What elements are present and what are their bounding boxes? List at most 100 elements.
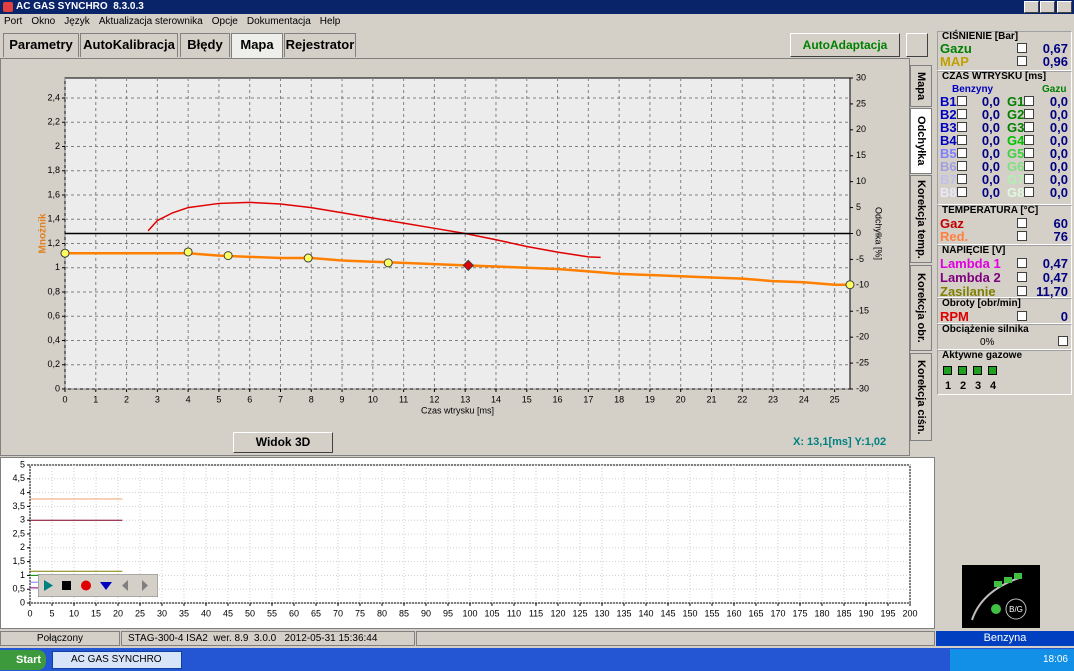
side-tab[interactable]: Korekcja temp. [910, 175, 932, 263]
x-tick-label: 0 [62, 394, 67, 404]
x-tick-label: 45 [223, 608, 233, 618]
taskbar-item[interactable]: AC GAS SYNCHRO [52, 651, 182, 669]
info-button[interactable] [906, 33, 928, 57]
mode-icon-ring [1005, 598, 1027, 620]
checkbox[interactable] [1017, 218, 1027, 228]
controls-frame [38, 574, 158, 597]
mode-icon-bar [1014, 573, 1022, 579]
x-tick-label: 9 [340, 394, 345, 404]
checkbox[interactable] [1058, 336, 1068, 346]
param-value: 60 [1053, 216, 1068, 231]
y2-tick-label: -5 [856, 254, 864, 264]
menu-item[interactable]: Okno [31, 16, 56, 27]
x-tick-label: 30 [157, 608, 167, 618]
y2-tick-label: -10 [856, 280, 869, 290]
y-tick-label: 1,5 [12, 556, 25, 566]
play-button[interactable] [44, 580, 53, 591]
x-tick-label: 140 [638, 608, 653, 618]
y-tick-label: 2,4 [47, 92, 60, 102]
stop-button[interactable] [62, 581, 71, 590]
panel-section [937, 71, 1072, 205]
petrol-value: 0,0 [981, 159, 1000, 174]
param-label: Lambda 2 [940, 270, 1001, 285]
checkbox[interactable] [1024, 187, 1034, 197]
checkbox[interactable] [1017, 43, 1027, 53]
tab[interactable]: Mapa [231, 33, 283, 59]
x-tick-label: 60 [289, 608, 299, 618]
checkbox[interactable] [1024, 122, 1034, 132]
side-tab[interactable]: Odchyłka [910, 108, 932, 174]
menu-item[interactable]: Port [4, 16, 23, 27]
close-button[interactable] [1057, 1, 1072, 13]
checkbox[interactable] [1024, 109, 1034, 119]
x-tick-label: 180 [814, 608, 829, 618]
map-point [383, 258, 393, 268]
checkbox[interactable] [1024, 148, 1034, 158]
mode-icon-bar [1004, 577, 1012, 583]
right-button[interactable] [142, 580, 148, 591]
section-title: Obciążenie silnika [942, 324, 1029, 335]
menu-item[interactable]: Aktualizacja sterownika [98, 16, 203, 27]
x-tick-label: 7 [278, 394, 283, 404]
gas-value: 0,0 [1049, 159, 1068, 174]
y-tick-label: 1,8 [47, 165, 60, 175]
checkbox[interactable] [957, 122, 967, 132]
checkbox[interactable] [957, 187, 967, 197]
checkbox[interactable] [1017, 311, 1027, 321]
checkbox[interactable] [957, 161, 967, 171]
minimize-button[interactable] [1024, 1, 1039, 13]
view-3d-button[interactable]: Widok 3D [233, 432, 333, 453]
param-label: Red. [940, 229, 969, 244]
checkbox[interactable] [1017, 231, 1027, 241]
left-button[interactable] [122, 580, 128, 591]
side-tab[interactable]: Mapa [910, 65, 932, 107]
petrol-label: B4 [940, 133, 957, 148]
y-tick-label: 3,5 [12, 501, 25, 511]
checkbox[interactable] [1017, 272, 1027, 282]
map-point [183, 247, 193, 257]
x-tick-label: 2 [124, 394, 129, 404]
x-tick-label: 0 [27, 608, 32, 618]
side-tab[interactable]: Korekcja obr. [910, 265, 932, 351]
start-button[interactable]: Start [0, 650, 46, 670]
down-button[interactable] [100, 582, 112, 590]
checkbox[interactable] [957, 174, 967, 184]
x-tick-label: 165 [748, 608, 763, 618]
checkbox[interactable] [957, 96, 967, 106]
y-tick-label: 3 [20, 515, 25, 525]
petrol-value: 0,0 [981, 146, 1000, 161]
x-tick-label: 8 [309, 394, 314, 404]
gas-value: 0,0 [1049, 107, 1068, 122]
status-empty [416, 631, 935, 646]
x-tick-label: 12 [429, 394, 439, 404]
checkbox[interactable] [1017, 286, 1027, 296]
panel-section [937, 298, 1072, 324]
x-tick-label: 10 [368, 394, 378, 404]
maximize-button[interactable] [1040, 1, 1055, 13]
title-bar [0, 0, 1074, 14]
tab[interactable]: Błędy [180, 33, 230, 57]
auto-adaptation-button[interactable]: AutoAdaptacja [790, 33, 900, 57]
menu-item[interactable]: Dokumentacja [246, 16, 311, 27]
mode-icon-arc [971, 576, 1023, 621]
checkbox[interactable] [1017, 258, 1027, 268]
side-tab[interactable]: Korekcja ciśn. [910, 353, 932, 441]
menu-item[interactable]: Język [64, 16, 90, 27]
checkbox[interactable] [957, 109, 967, 119]
menu-item[interactable]: Help [319, 16, 341, 27]
x-tick-label: 16 [553, 394, 563, 404]
checkbox[interactable] [1024, 96, 1034, 106]
tab[interactable]: AutoKalibracja [80, 33, 178, 57]
checkbox[interactable] [1024, 174, 1034, 184]
tab[interactable]: Parametry [3, 33, 79, 57]
petrol-label: B3 [940, 120, 957, 135]
checkbox[interactable] [957, 135, 967, 145]
checkbox[interactable] [957, 148, 967, 158]
record-button[interactable] [81, 580, 91, 591]
menu-item[interactable]: Opcje [211, 16, 238, 27]
checkbox[interactable] [1017, 56, 1027, 66]
x-tick-label: 20 [113, 608, 123, 618]
checkbox[interactable] [1024, 161, 1034, 171]
tab[interactable]: Rejestrator [284, 33, 356, 57]
checkbox[interactable] [1024, 135, 1034, 145]
